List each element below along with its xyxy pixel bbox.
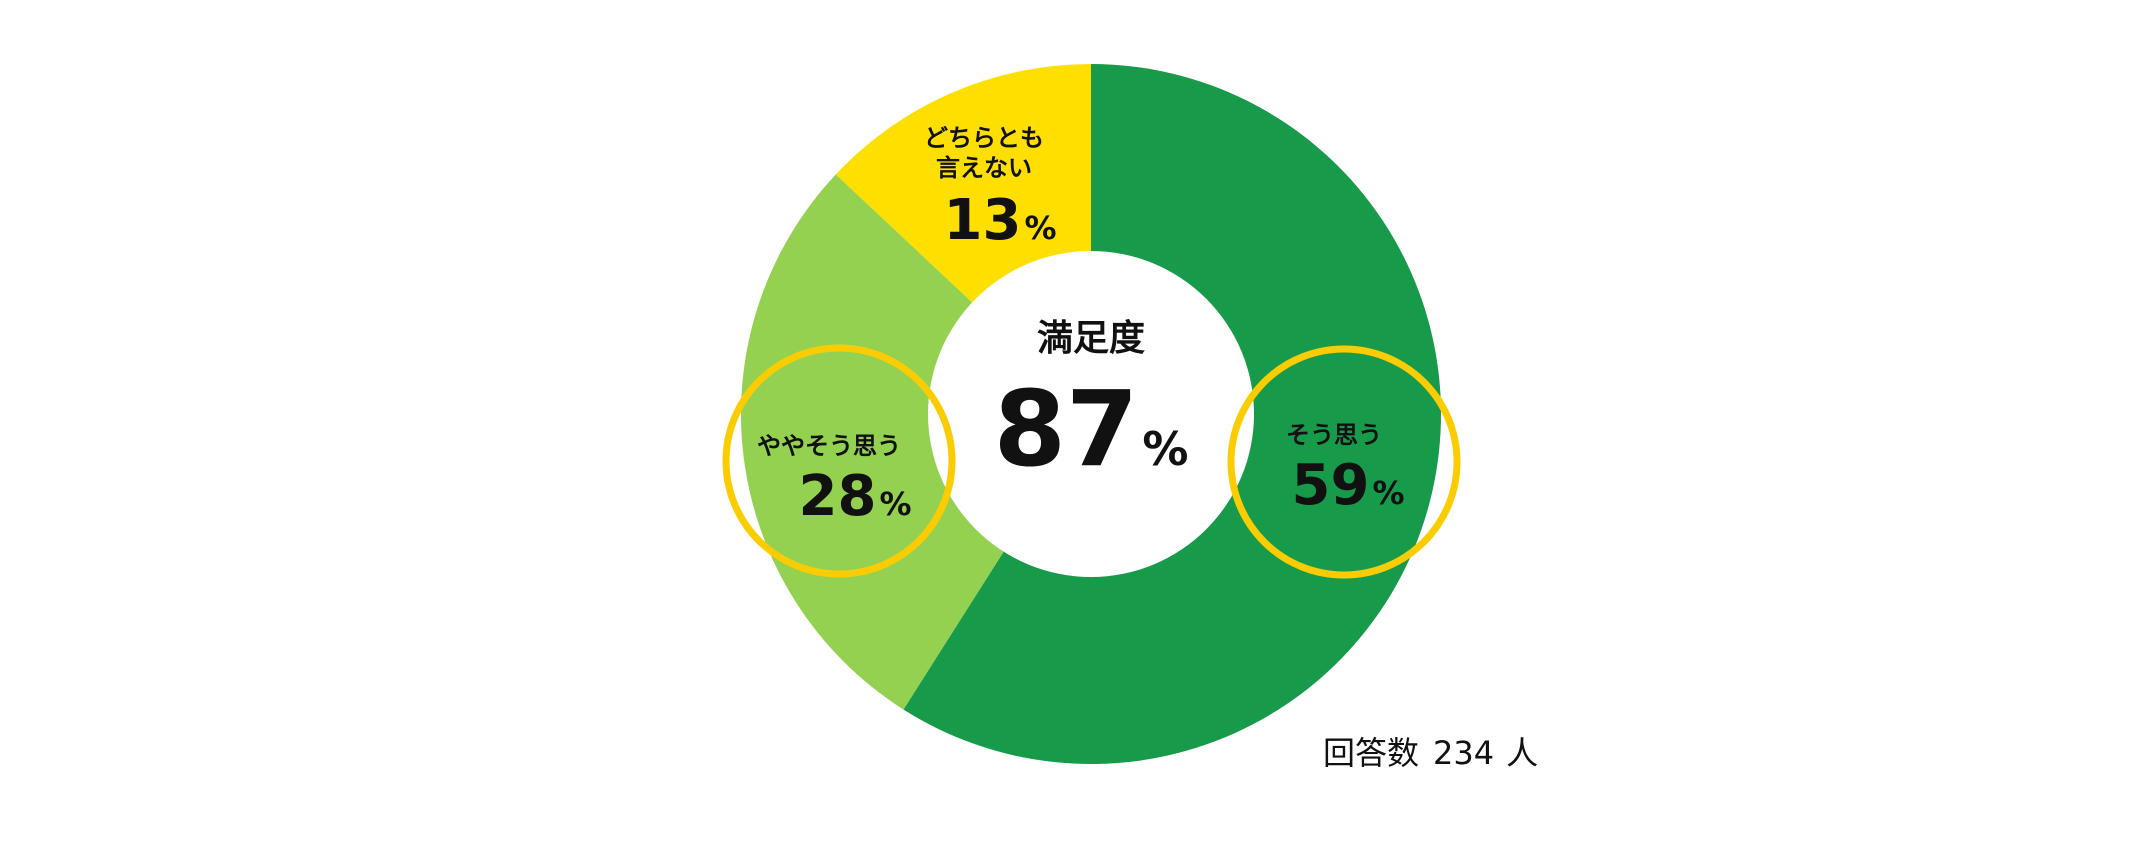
center-value-suffix: % <box>1142 422 1188 476</box>
respondent-count-value: 234 <box>1433 734 1494 772</box>
slice-value-agree: 59 <box>1292 453 1370 518</box>
slice-suffix-neutral: % <box>1024 209 1056 247</box>
donut-center-hole <box>928 251 1254 577</box>
slice-label-text-neutral-line1: どちらとも <box>924 124 1044 152</box>
slice-suffix-agree: % <box>1372 474 1404 512</box>
respondent-count-unit: 人 <box>1506 734 1538 772</box>
slice-label-value-agree: 59% <box>1292 453 1405 518</box>
center-value: 87% <box>994 368 1189 490</box>
slice-value-somewhat: 28 <box>799 464 877 529</box>
center-value-number: 87 <box>994 368 1139 490</box>
slice-value-neutral: 13 <box>944 188 1022 253</box>
slice-label-text-neutral-line2: 言えない <box>936 154 1032 182</box>
slice-label-text-somewhat: ややそう思う <box>757 432 901 460</box>
respondent-count-label: 回答数 <box>1323 734 1419 772</box>
highlight-ring-somewhat <box>722 344 956 578</box>
slice-label-value-neutral: 13% <box>944 188 1057 253</box>
slice-label-text-agree: そう思う <box>1286 421 1382 449</box>
respondent-count: 回答数 234 人 <box>1323 734 1538 772</box>
slice-label-value-somewhat: 28% <box>799 464 912 529</box>
highlight-rings <box>722 344 1461 579</box>
highlight-ring-agree <box>1227 345 1461 579</box>
center-title: 満足度 <box>1037 318 1145 359</box>
slice-suffix-somewhat: % <box>879 485 911 523</box>
